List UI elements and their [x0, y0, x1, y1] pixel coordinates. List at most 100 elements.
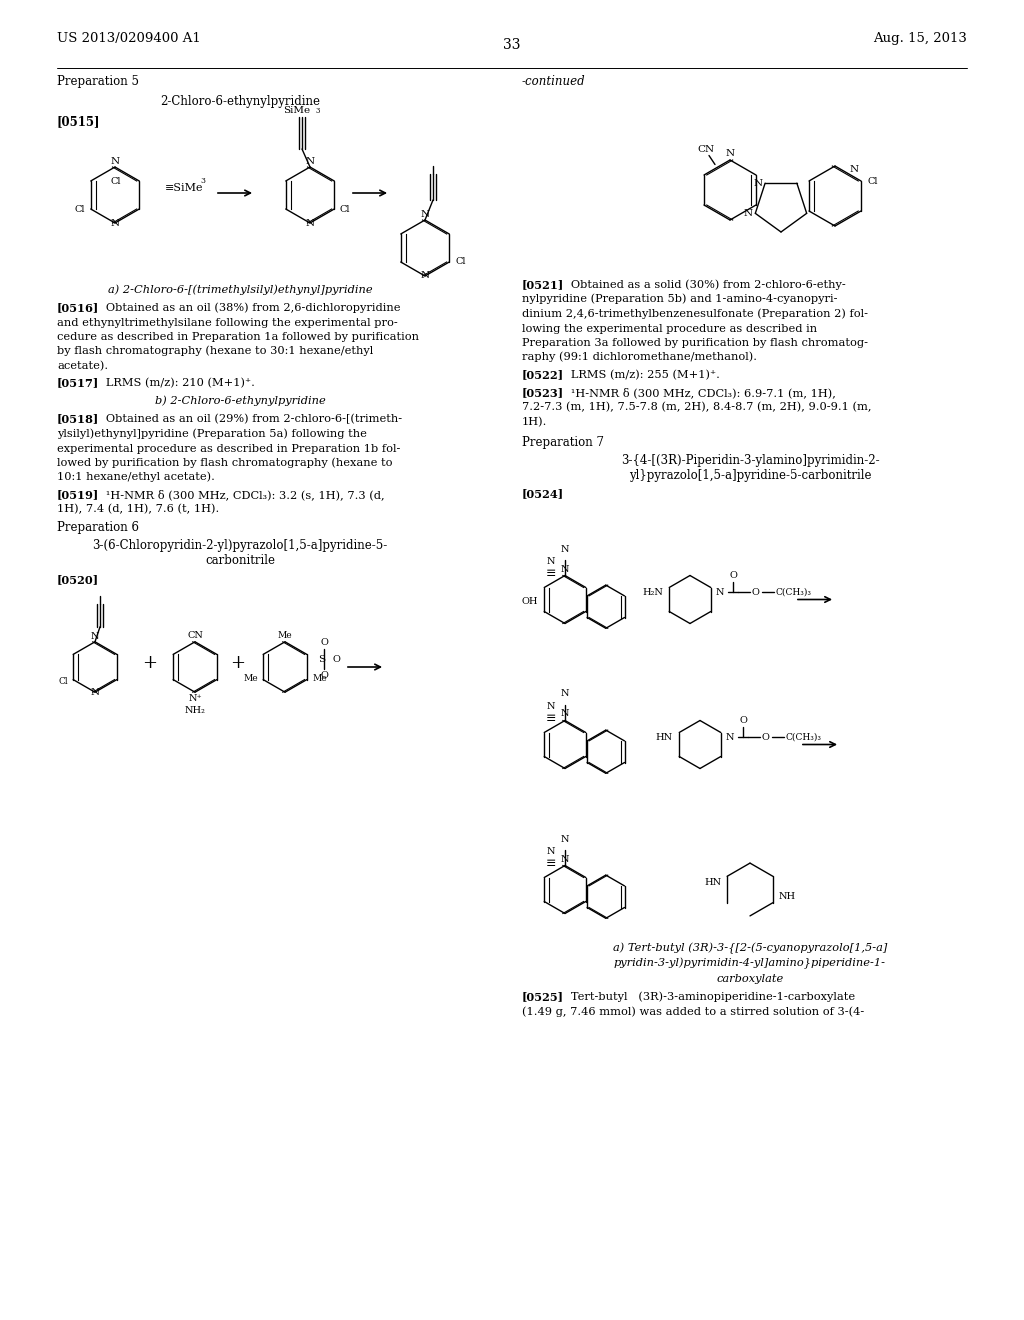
Text: N: N	[111, 219, 120, 227]
Text: LRMS (m/z): 255 (M+1)⁺.: LRMS (m/z): 255 (M+1)⁺.	[560, 370, 720, 380]
Text: SiMe: SiMe	[284, 106, 310, 115]
Text: [0519]: [0519]	[57, 488, 99, 500]
Text: Aug. 15, 2013: Aug. 15, 2013	[873, 32, 967, 45]
Text: 33: 33	[503, 38, 521, 51]
Text: dinium 2,4,6-trimethylbenzenesulfonate (Preparation 2) fol-: dinium 2,4,6-trimethylbenzenesulfonate (…	[522, 309, 868, 319]
Text: Preparation 6: Preparation 6	[57, 521, 139, 535]
Text: Preparation 3a followed by purification by flash chromatog-: Preparation 3a followed by purification …	[522, 338, 868, 348]
Text: N: N	[305, 219, 314, 227]
Text: a) Tert-butyl (3R)-3-{[2-(5-cyanopyrazolo[1,5-a]: a) Tert-butyl (3R)-3-{[2-(5-cyanopyrazol…	[612, 944, 887, 954]
Text: ≡: ≡	[546, 566, 556, 579]
Text: CN: CN	[187, 631, 203, 640]
Text: 3: 3	[200, 177, 205, 185]
Text: NH₂: NH₂	[184, 706, 206, 715]
Text: LRMS (m/z): 210 (M+1)⁺.: LRMS (m/z): 210 (M+1)⁺.	[95, 379, 255, 388]
Text: N: N	[561, 854, 569, 863]
Text: 3: 3	[316, 107, 321, 115]
Text: O: O	[729, 572, 737, 581]
Text: O: O	[321, 638, 328, 647]
Text: pyridin-3-yl)pyrimidin-4-yl]amino}piperidine-1-: pyridin-3-yl)pyrimidin-4-yl]amino}piperi…	[614, 957, 886, 969]
Text: ylsilyl)ethynyl]pyridine (Preparation 5a) following the: ylsilyl)ethynyl]pyridine (Preparation 5a…	[57, 429, 367, 440]
Text: acetate).: acetate).	[57, 360, 109, 371]
Text: [0520]: [0520]	[57, 574, 99, 585]
Text: N: N	[91, 632, 99, 640]
Text: Obtained as a solid (30%) from 2-chloro-6-ethy-: Obtained as a solid (30%) from 2-chloro-…	[560, 280, 846, 290]
Text: lowing the experimental procedure as described in: lowing the experimental procedure as des…	[522, 323, 817, 334]
Text: N: N	[561, 565, 569, 573]
Text: H₂N: H₂N	[642, 587, 663, 597]
Text: N: N	[561, 834, 569, 843]
Text: Cl: Cl	[340, 205, 350, 214]
Text: [0522]: [0522]	[522, 370, 564, 380]
Text: Cl: Cl	[75, 205, 85, 214]
Text: -continued: -continued	[522, 75, 586, 88]
Text: [0524]: [0524]	[522, 488, 564, 499]
Text: 2-Chloro-6-ethynylpyridine: 2-Chloro-6-ethynylpyridine	[160, 95, 319, 108]
Text: ≡: ≡	[546, 857, 556, 870]
Text: ¹H-NMR δ (300 MHz, CDCl₃): 3.2 (s, 1H), 7.3 (d,: ¹H-NMR δ (300 MHz, CDCl₃): 3.2 (s, 1H), …	[95, 490, 385, 500]
Text: nylpyridine (Preparation 5b) and 1-amino-4-cyanopyri-: nylpyridine (Preparation 5b) and 1-amino…	[522, 294, 838, 305]
Text: HN: HN	[705, 878, 722, 887]
Text: Cl: Cl	[455, 257, 466, 267]
Text: N: N	[547, 846, 555, 855]
Text: N: N	[561, 689, 569, 698]
Text: Me: Me	[278, 631, 292, 640]
Text: b) 2-Chloro-6-ethynylpyridine: b) 2-Chloro-6-ethynylpyridine	[155, 396, 326, 407]
Text: N: N	[726, 733, 734, 742]
Text: [0521]: [0521]	[522, 279, 564, 290]
Text: N: N	[850, 165, 859, 173]
Text: [0525]: [0525]	[522, 991, 564, 1002]
Text: N: N	[421, 272, 429, 281]
Text: 7.2-7.3 (m, 1H), 7.5-7.8 (m, 2H), 8.4-8.7 (m, 2H), 9.0-9.1 (m,: 7.2-7.3 (m, 1H), 7.5-7.8 (m, 2H), 8.4-8.…	[522, 403, 871, 412]
Text: a) 2-Chloro-6-[(trimethylsilyl)ethynyl]pyridine: a) 2-Chloro-6-[(trimethylsilyl)ethynyl]p…	[108, 284, 373, 294]
Text: Me: Me	[243, 673, 258, 682]
Text: ¹H-NMR δ (300 MHz, CDCl₃): 6.9-7.1 (m, 1H),: ¹H-NMR δ (300 MHz, CDCl₃): 6.9-7.1 (m, 1…	[560, 387, 836, 399]
Text: N: N	[561, 710, 569, 718]
Text: N: N	[561, 544, 569, 553]
Text: 3-(6-Chloropyridin-2-yl)pyrazolo[1,5-a]pyridine-5-: 3-(6-Chloropyridin-2-yl)pyrazolo[1,5-a]p…	[92, 540, 388, 553]
Text: raphy (99:1 dichloromethane/methanol).: raphy (99:1 dichloromethane/methanol).	[522, 352, 757, 363]
Text: US 2013/0209400 A1: US 2013/0209400 A1	[57, 32, 201, 45]
Text: N: N	[547, 557, 555, 565]
Text: Cl: Cl	[58, 676, 68, 685]
Text: yl}pyrazolo[1,5-a]pyridine-5-carbonitrile: yl}pyrazolo[1,5-a]pyridine-5-carbonitril…	[629, 469, 871, 482]
Text: S: S	[318, 655, 326, 664]
Text: Obtained as an oil (29%) from 2-chloro-6-[(trimeth-: Obtained as an oil (29%) from 2-chloro-6…	[95, 414, 402, 425]
Text: 1H), 7.4 (d, 1H), 7.6 (t, 1H).: 1H), 7.4 (d, 1H), 7.6 (t, 1H).	[57, 504, 219, 515]
Text: (1.49 g, 7.46 mmol) was added to a stirred solution of 3-(4-: (1.49 g, 7.46 mmol) was added to a stirr…	[522, 1006, 864, 1016]
Text: OH: OH	[521, 597, 538, 606]
Text: carboxylate: carboxylate	[717, 974, 783, 983]
Text: Obtained as an oil (38%) from 2,6-dichloropyridine: Obtained as an oil (38%) from 2,6-dichlo…	[95, 302, 400, 313]
Text: N⁺: N⁺	[188, 694, 202, 704]
Text: Tert-butyl   (3R)-3-aminopiperidine-1-carboxylate: Tert-butyl (3R)-3-aminopiperidine-1-carb…	[560, 991, 855, 1002]
Text: O: O	[752, 587, 760, 597]
Text: C(CH₃)₃: C(CH₃)₃	[776, 587, 812, 597]
Text: [0523]: [0523]	[522, 387, 564, 399]
Text: C(CH₃)₃: C(CH₃)₃	[786, 733, 822, 742]
Text: +: +	[230, 653, 246, 672]
Text: NH: NH	[778, 892, 796, 902]
Text: N: N	[754, 178, 763, 187]
Text: N: N	[716, 587, 725, 597]
Text: [0518]: [0518]	[57, 413, 99, 425]
Text: [0517]: [0517]	[57, 378, 99, 388]
Text: N: N	[725, 149, 734, 158]
Text: lowed by purification by flash chromatography (hexane to: lowed by purification by flash chromatog…	[57, 458, 392, 469]
Text: by flash chromatography (hexane to 30:1 hexane/ethyl: by flash chromatography (hexane to 30:1 …	[57, 346, 374, 356]
Text: [0515]: [0515]	[57, 115, 100, 128]
Text: O: O	[332, 655, 340, 664]
Text: N: N	[547, 702, 555, 710]
Text: N: N	[305, 157, 314, 166]
Text: N: N	[421, 210, 429, 219]
Text: N: N	[743, 209, 753, 218]
Text: +: +	[142, 653, 158, 672]
Text: experimental procedure as described in Preparation 1b fol-: experimental procedure as described in P…	[57, 444, 400, 454]
Text: N: N	[90, 688, 99, 697]
Text: cedure as described in Preparation 1a followed by purification: cedure as described in Preparation 1a fo…	[57, 333, 419, 342]
Text: carbonitrile: carbonitrile	[205, 554, 275, 568]
Text: O: O	[739, 717, 746, 725]
Text: 3-{4-[(3R)-Piperidin-3-ylamino]pyrimidin-2-: 3-{4-[(3R)-Piperidin-3-ylamino]pyrimidin…	[621, 454, 880, 467]
Text: and ethynyltrimethylsilane following the experimental pro-: and ethynyltrimethylsilane following the…	[57, 318, 397, 327]
Text: CN: CN	[697, 145, 715, 154]
Text: ≡SiMe: ≡SiMe	[165, 183, 204, 193]
